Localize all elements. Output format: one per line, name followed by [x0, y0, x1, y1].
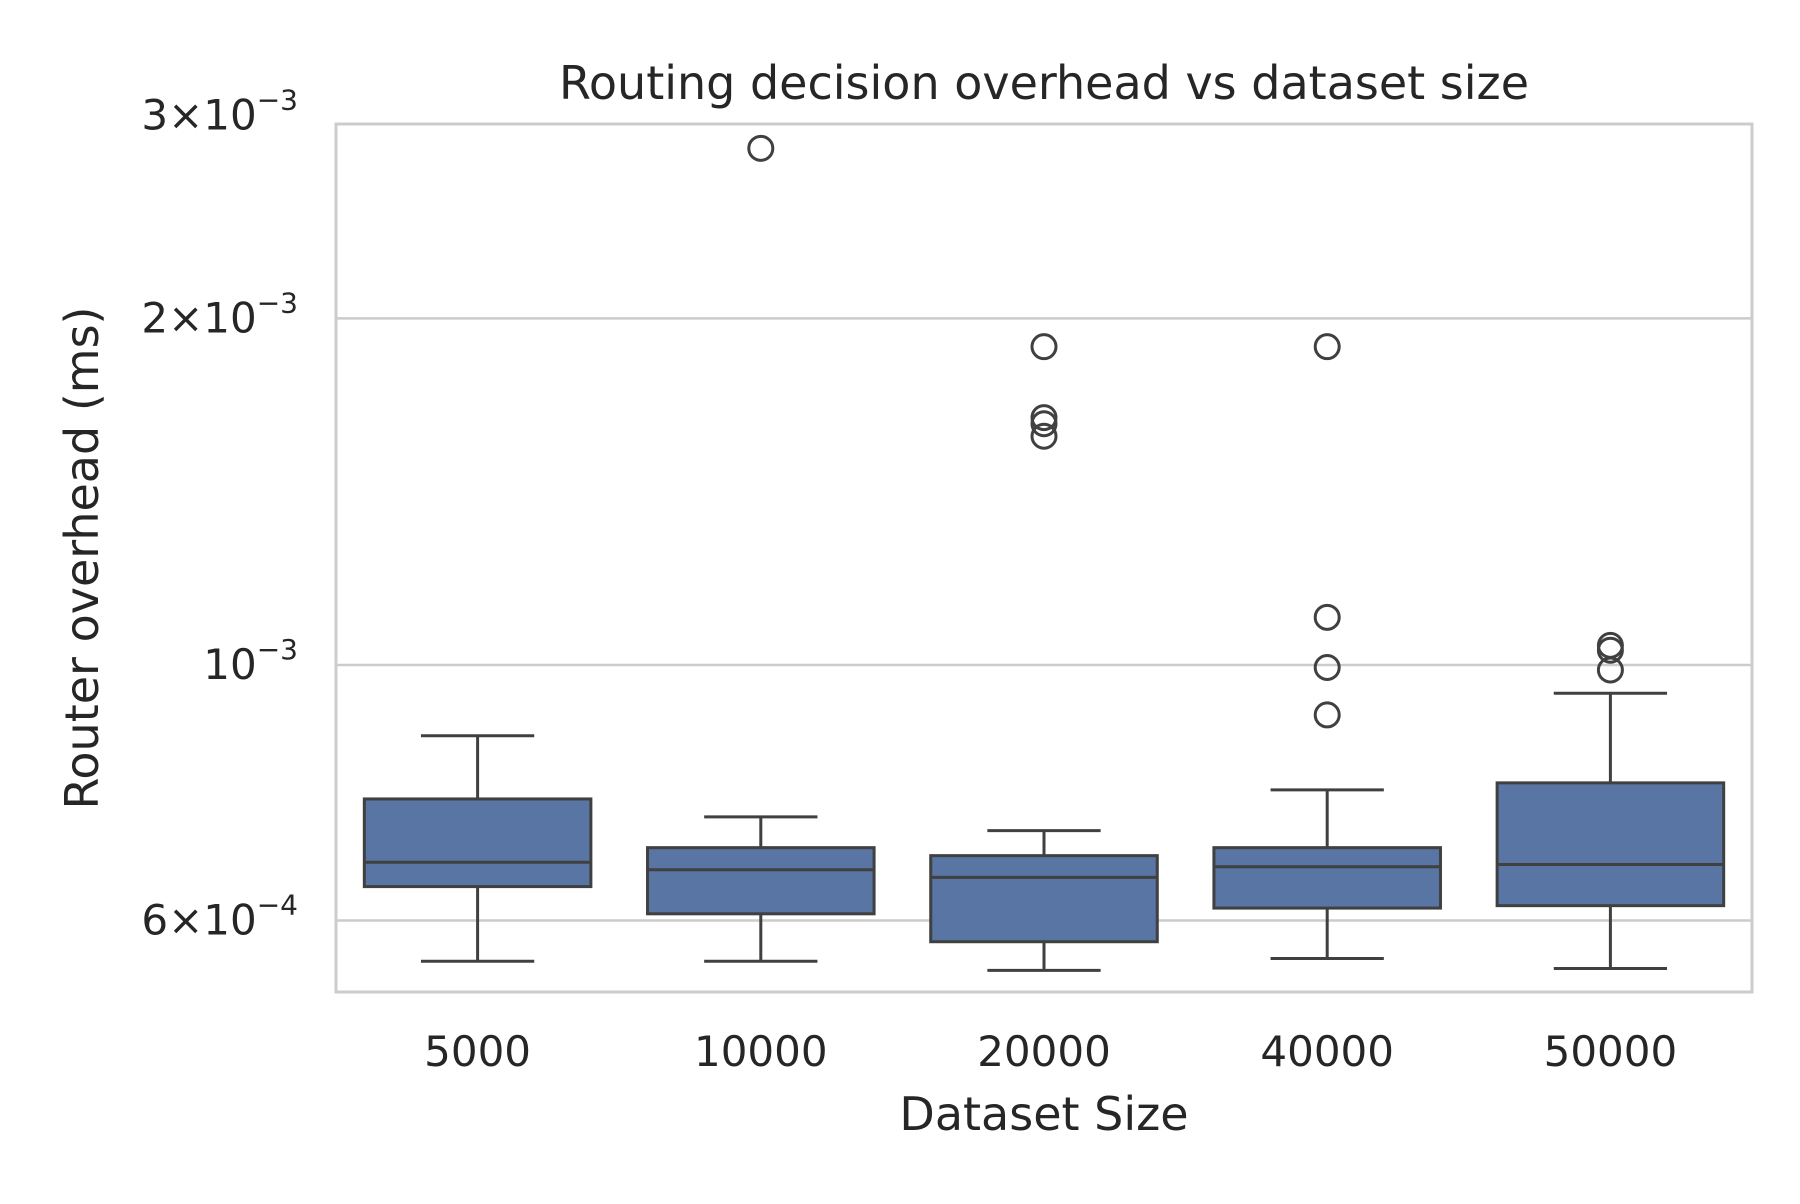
x-axis-label: Dataset Size [899, 1087, 1188, 1141]
y-tick-mantissa: 3× [141, 91, 203, 140]
y-tick-base: 10 [203, 293, 256, 342]
y-tick-exponent: −4 [257, 888, 298, 921]
box-group-5000 [362, 734, 593, 963]
y-tick-base: 10 [203, 640, 256, 689]
y-tick-label: 10−3 [203, 633, 298, 689]
y-tick-exponent: −3 [257, 286, 298, 319]
x-tick-label: 10000 [694, 1027, 828, 1076]
box-body [1495, 781, 1726, 908]
box-body [646, 846, 876, 916]
box-body [929, 854, 1159, 944]
outlier-point [1030, 422, 1058, 450]
outlier-point [747, 134, 775, 162]
box-body [362, 797, 593, 889]
box-group-10000 [646, 134, 876, 963]
outlier-point [1030, 410, 1058, 438]
y-tick-base: 10 [203, 895, 256, 944]
outlier-point [1030, 333, 1058, 361]
x-tick-label: 5000 [424, 1027, 531, 1076]
outlier-point [1313, 603, 1341, 631]
y-tick-base: 10 [203, 91, 256, 140]
box-layer [362, 134, 1726, 972]
x-tick-label: 50000 [1544, 1027, 1678, 1076]
outlier-point [1313, 333, 1341, 361]
y-tick-label: 3×10−3 [141, 84, 298, 140]
x-tick-label: 40000 [1260, 1027, 1394, 1076]
outlier-point [1596, 656, 1624, 684]
box-body [1212, 846, 1442, 910]
y-tick-mantissa: 6× [141, 895, 203, 944]
plot-frame [334, 122, 1754, 994]
y-tick-label: 2×10−3 [141, 286, 298, 342]
y-tick-exponent: −3 [257, 633, 298, 666]
box-group-20000 [929, 333, 1159, 972]
y-tick-mantissa: 2× [141, 293, 203, 342]
outlier-point [1313, 653, 1341, 681]
x-tick-label: 20000 [977, 1027, 1111, 1076]
box-group-40000 [1212, 333, 1442, 961]
chart-title: Routing decision overhead vs dataset siz… [559, 56, 1529, 110]
outlier-point [1596, 636, 1624, 664]
y-tick-exponent: −3 [257, 84, 298, 117]
outlier-point [1313, 701, 1341, 729]
y-tick-label: 6×10−4 [141, 888, 298, 944]
box-group-50000 [1495, 631, 1726, 971]
y-axis-label: Router overhead (ms) [55, 307, 109, 810]
